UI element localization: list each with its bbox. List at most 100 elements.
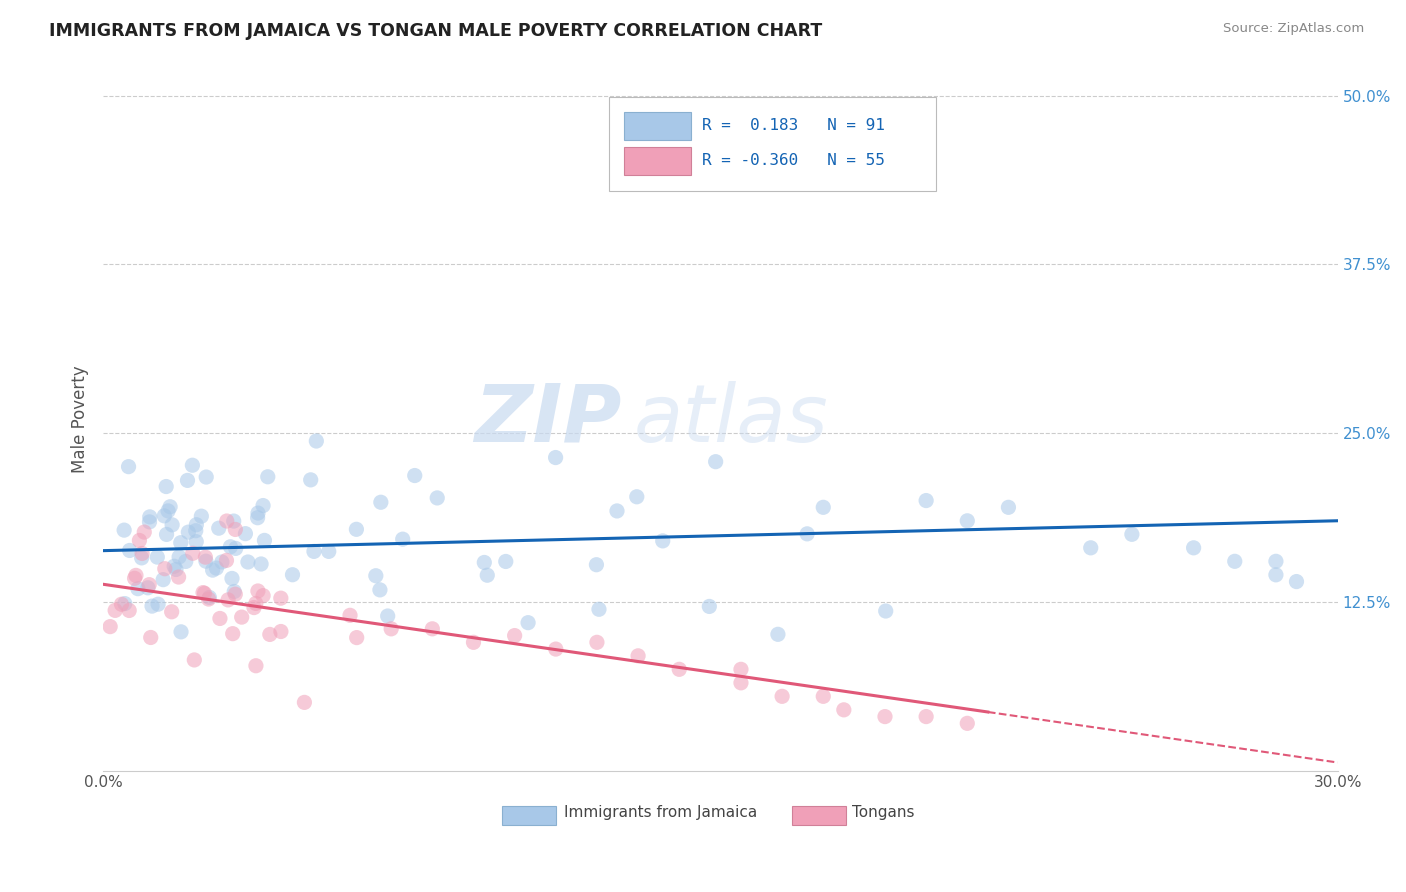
Point <box>117 459 139 474</box>
Point <box>668 662 690 676</box>
Point <box>146 550 169 565</box>
Point <box>252 499 274 513</box>
Point <box>544 450 567 465</box>
Point <box>134 525 156 540</box>
Point <box>1223 554 1246 568</box>
FancyBboxPatch shape <box>624 147 690 175</box>
Point <box>368 582 391 597</box>
Point <box>183 653 205 667</box>
Point <box>219 540 242 554</box>
Point <box>139 509 162 524</box>
Point <box>270 591 292 606</box>
Text: R =  0.183   N = 91: R = 0.183 N = 91 <box>702 118 884 133</box>
Point <box>377 609 399 624</box>
Point <box>181 546 204 560</box>
FancyBboxPatch shape <box>502 806 557 824</box>
Point <box>159 500 181 514</box>
Point <box>404 468 426 483</box>
Point <box>170 624 193 639</box>
Point <box>221 571 243 585</box>
Point <box>152 573 174 587</box>
Point <box>813 500 835 515</box>
Point <box>364 568 387 582</box>
Point <box>215 553 238 567</box>
Point <box>585 558 607 572</box>
Point <box>813 690 835 704</box>
Point <box>626 490 648 504</box>
Point <box>184 524 207 538</box>
Point <box>128 533 150 548</box>
Point <box>586 635 609 649</box>
Point <box>224 587 246 601</box>
Text: Immigrants from Jamaica: Immigrants from Jamaica <box>564 805 756 821</box>
Point <box>770 690 793 704</box>
FancyBboxPatch shape <box>609 96 936 192</box>
Point <box>259 627 281 641</box>
Point <box>730 676 752 690</box>
Point <box>1121 527 1143 541</box>
Point <box>463 635 485 649</box>
Text: Source: ZipAtlas.com: Source: ZipAtlas.com <box>1223 22 1364 36</box>
Point <box>194 554 217 568</box>
Text: Tongans: Tongans <box>852 805 915 821</box>
Point <box>503 629 526 643</box>
Point <box>222 626 245 640</box>
Point <box>606 504 628 518</box>
Point <box>110 597 132 611</box>
Point <box>222 514 245 528</box>
Point <box>155 479 177 493</box>
Point <box>339 608 361 623</box>
Point <box>146 597 169 611</box>
Point <box>181 458 204 473</box>
Point <box>197 592 219 607</box>
Point <box>194 550 217 565</box>
Point <box>118 543 141 558</box>
Point <box>915 493 938 508</box>
Point <box>217 593 239 607</box>
Point <box>956 716 979 731</box>
Point <box>250 557 273 571</box>
Point <box>873 709 896 723</box>
Point <box>104 603 127 617</box>
Point <box>163 559 186 574</box>
Point <box>118 603 141 617</box>
Point <box>832 703 855 717</box>
Point <box>997 500 1019 515</box>
Point <box>186 517 208 532</box>
Point <box>299 473 322 487</box>
Point <box>477 568 499 582</box>
Point <box>875 604 897 618</box>
Point <box>766 627 789 641</box>
Point <box>224 523 246 537</box>
Point <box>346 631 368 645</box>
Point <box>472 556 495 570</box>
Point <box>704 455 727 469</box>
Point <box>246 584 269 599</box>
Point <box>177 525 200 540</box>
Point <box>191 585 214 599</box>
Point <box>186 534 208 549</box>
Point <box>281 567 304 582</box>
Point <box>544 642 567 657</box>
Point <box>198 591 221 605</box>
Point <box>205 561 228 575</box>
Point <box>730 662 752 676</box>
Point <box>139 631 162 645</box>
Point <box>157 504 180 518</box>
Point <box>256 470 278 484</box>
Point <box>141 599 163 613</box>
Point <box>195 470 218 484</box>
Point <box>344 522 367 536</box>
Point <box>252 589 274 603</box>
Point <box>1080 541 1102 555</box>
Point <box>124 571 146 585</box>
Point <box>420 622 443 636</box>
Point <box>208 611 231 625</box>
Point <box>915 709 938 723</box>
Point <box>160 605 183 619</box>
Point <box>114 597 136 611</box>
Point <box>495 554 517 568</box>
Point <box>1264 567 1286 582</box>
Point <box>98 619 121 633</box>
Point <box>245 658 267 673</box>
